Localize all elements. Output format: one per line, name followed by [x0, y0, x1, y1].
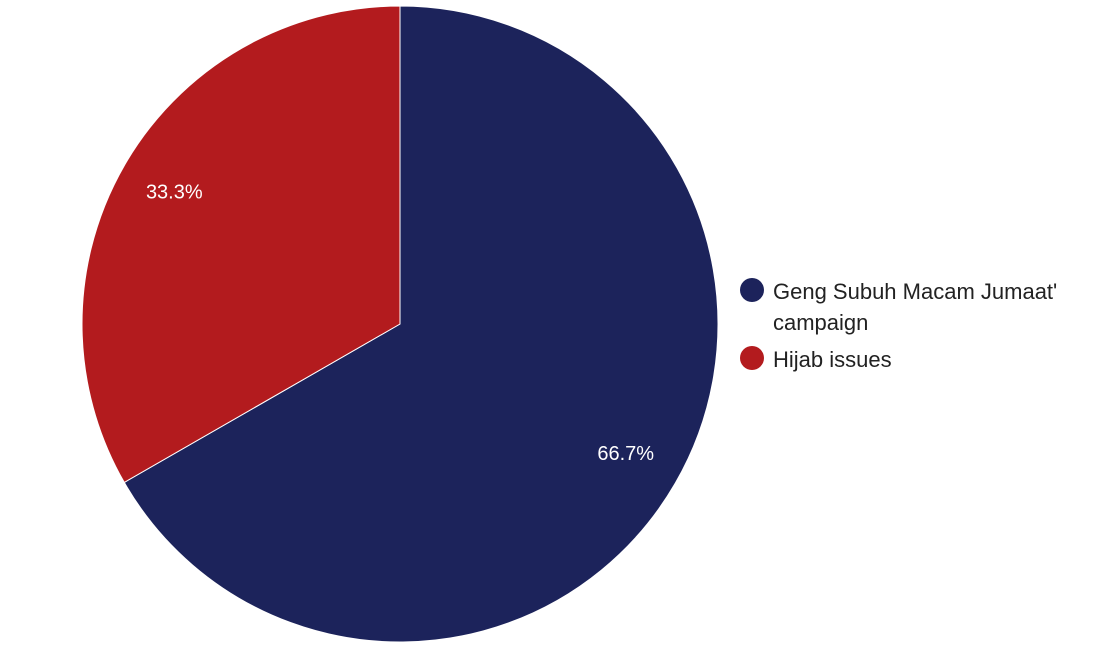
pie-slices: [81, 5, 719, 643]
legend-item-geng-subuh[interactable]: Geng Subuh Macam Jumaat' campaign: [740, 276, 1090, 338]
legend-swatch-geng-subuh: [740, 278, 764, 302]
pie-labels: 66.7% 33.3%: [146, 182, 654, 465]
legend-swatch-hijab-issues: [740, 346, 764, 370]
pie-label-hijab-issues: 33.3%: [146, 182, 203, 204]
legend-label-geng-subuh: Geng Subuh Macam Jumaat' campaign: [773, 279, 1058, 335]
pie-slice-geng-subuh[interactable]: [123, 5, 719, 643]
legend-label-hijab-issues: Hijab issues: [773, 347, 892, 372]
pie-slice-hijab-issues[interactable]: [81, 5, 401, 484]
legend-item-hijab-issues[interactable]: Hijab issues: [740, 344, 1090, 375]
pie-label-geng-subuh: 66.7%: [597, 443, 654, 465]
legend: Geng Subuh Macam Jumaat' campaign Hijab …: [740, 276, 1090, 381]
